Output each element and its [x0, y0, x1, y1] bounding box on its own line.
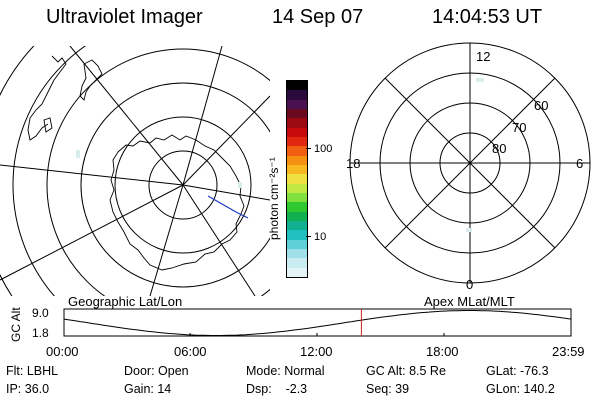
mlat-label-80: 80 — [492, 141, 506, 156]
colorbar-segment — [287, 239, 307, 249]
uv-emission-speck — [238, 182, 242, 188]
meridian — [149, 184, 184, 296]
status-seq: Seq: 39 — [366, 382, 410, 396]
right-panel-label: Apex MLat/MLT — [424, 294, 515, 309]
colorbar-tick-10: 10 — [314, 231, 326, 243]
colorbar-segment — [287, 258, 307, 268]
mlt-label-0: 0 — [466, 277, 473, 292]
colorbar-segment — [287, 174, 307, 184]
left-panel-label: Geographic Lat/Lon — [68, 294, 183, 309]
x-tick-0600: 06:00 — [174, 344, 207, 359]
meridian — [0, 184, 184, 281]
colorbar — [286, 80, 308, 278]
colorbar-tick-mark — [306, 236, 311, 237]
time-label: 14:04:53 UT — [432, 6, 543, 28]
coastline-fragment — [43, 117, 53, 133]
altitude-ytick-high: 9.0 — [32, 306, 49, 320]
orbit-track-line — [207, 195, 249, 219]
coastline-fragment — [27, 55, 67, 141]
colorbar-segment — [287, 192, 307, 203]
altitude-ylabel: GC Alt — [9, 307, 23, 342]
uv-emission-speck — [466, 228, 472, 232]
meridian — [182, 184, 270, 201]
altitude-strip-plot: GC Alt 9.0 1.8 — [9, 306, 572, 342]
colorbar-segment — [287, 220, 307, 231]
meridian — [182, 46, 223, 186]
uv-emission-speck — [76, 150, 80, 158]
meridian — [69, 46, 184, 186]
meridian — [182, 184, 256, 296]
mlt-label-6: 6 — [576, 156, 583, 171]
status-glat: GLat: -76.3 — [486, 364, 549, 378]
lat-circle — [12, 46, 87, 296]
mlt-line — [384, 77, 556, 249]
uv-emission-speck — [476, 78, 484, 82]
status-gc-alt: GC Alt: 8.5 Re — [366, 364, 446, 378]
colorbar-segment — [287, 230, 307, 240]
colorbar-segment — [287, 81, 307, 91]
colorbar-segment — [287, 155, 307, 165]
status-dsp: Dsp: -2.3 — [246, 382, 308, 396]
date-label: 14 Sep 07 — [272, 6, 364, 28]
lat-circle — [114, 116, 252, 254]
x-tick-1200: 12:00 — [300, 344, 333, 359]
colorbar-segment — [287, 164, 307, 175]
altitude-ytick-low: 1.8 — [32, 326, 49, 340]
colorbar-segment — [287, 99, 307, 109]
app-title: Ultraviolet Imager — [46, 6, 203, 28]
colorbar-segment — [287, 183, 307, 193]
status-ip: IP: 36.0 — [6, 382, 50, 396]
altitude-curve — [63, 310, 572, 336]
antarctica-coastline — [109, 134, 245, 271]
mlt-label-12: 12 — [476, 49, 490, 64]
x-tick-1800: 18:00 — [426, 344, 459, 359]
status-glon: GLon: 140.2 — [486, 382, 555, 396]
colorbar-tick-mark — [306, 148, 311, 149]
colorbar-segment — [287, 127, 307, 137]
colorbar-segment — [287, 118, 307, 128]
status-flt: Flt: LBHL — [6, 364, 59, 378]
lat-circle — [46, 48, 270, 296]
mlt-label-18: 18 — [346, 156, 360, 171]
x-tick-2359: 23:59 — [552, 344, 585, 359]
colorbar-segment — [287, 146, 307, 156]
meridian — [0, 164, 184, 186]
status-gain: Gain: 14 — [124, 382, 172, 396]
lat-circle — [80, 82, 270, 288]
mlat-label-70: 70 — [512, 120, 526, 135]
altitude-plot-frame — [63, 308, 572, 337]
status-mode: Mode: Normal — [246, 364, 325, 378]
mlat-label-60: 60 — [534, 98, 548, 113]
colorbar-tick-100: 100 — [314, 143, 332, 155]
colorbar-segment — [287, 202, 307, 212]
lat-circle — [148, 150, 218, 220]
coastline-fragment — [79, 59, 103, 101]
colorbar-segment — [287, 108, 307, 119]
colorbar-segment — [287, 90, 307, 100]
x-tick-0000: 00:00 — [46, 344, 79, 359]
colorbar-segment — [287, 136, 307, 147]
colorbar-segment — [287, 211, 307, 221]
colorbar-segment — [287, 267, 307, 277]
status-door: Door: Open — [124, 364, 189, 378]
colorbar-unit-label: photon cm⁻²s⁻¹ — [267, 157, 281, 240]
meridian — [182, 95, 270, 186]
colorbar-segment — [287, 248, 307, 259]
